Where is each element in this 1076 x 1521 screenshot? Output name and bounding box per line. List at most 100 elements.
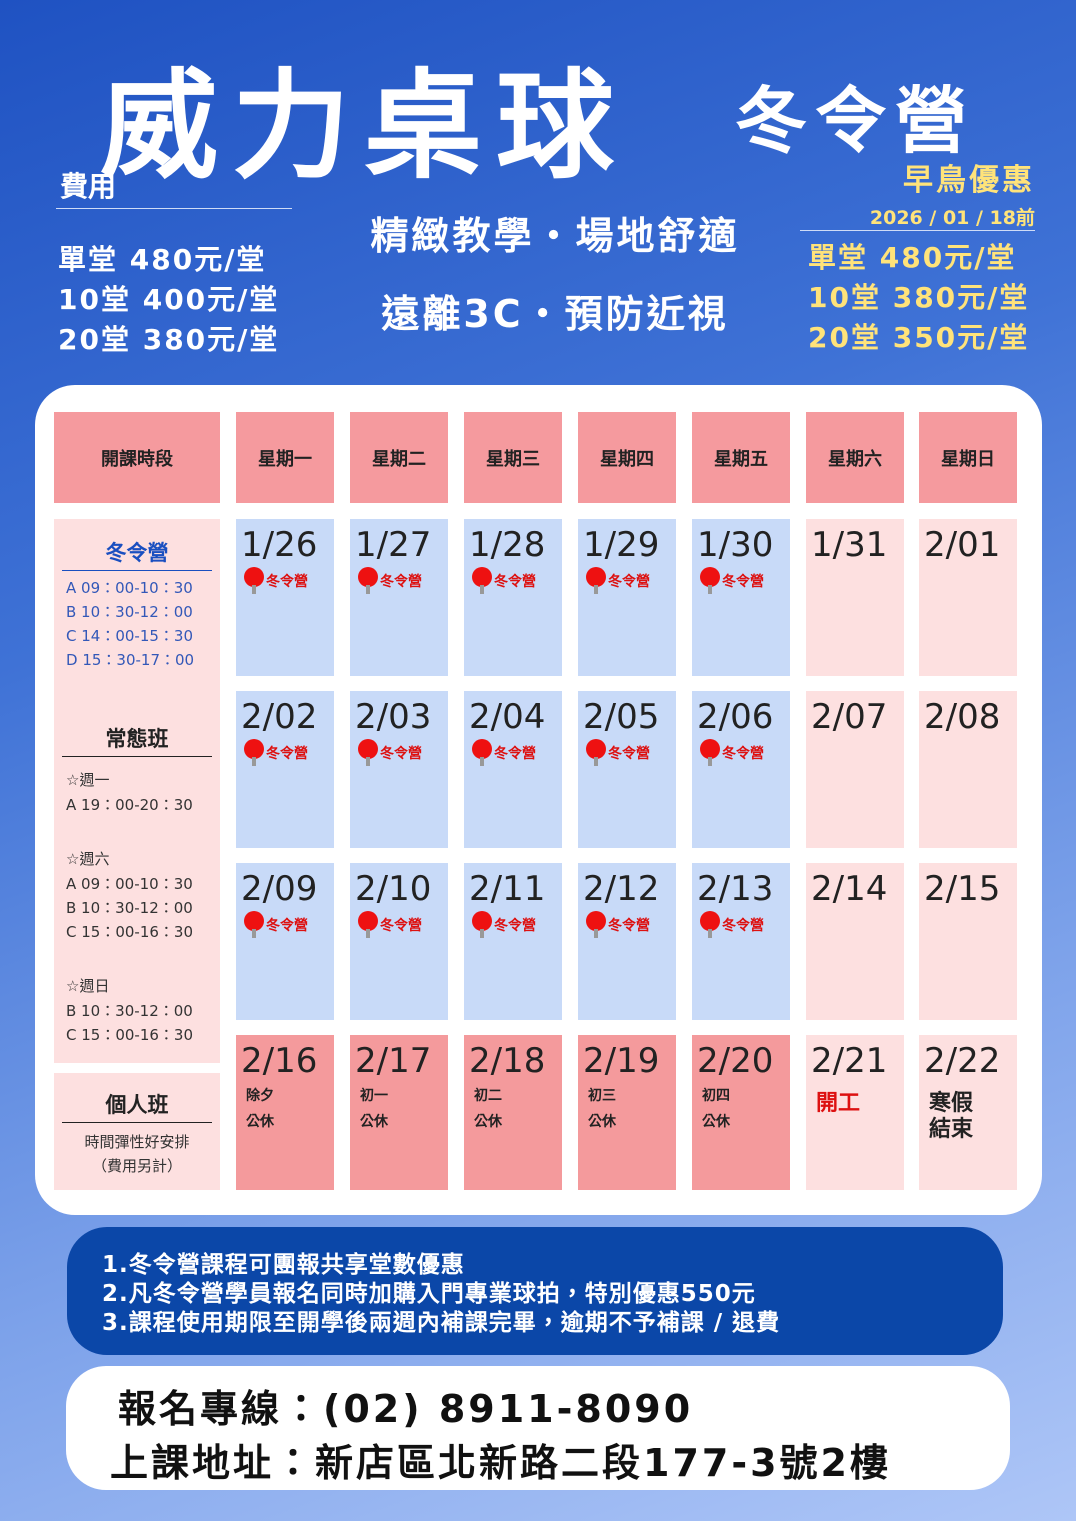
camp-tag: 冬令營 [380, 746, 422, 762]
day-cell: 2/01 [919, 519, 1017, 676]
paddle-handle [708, 585, 712, 594]
date: 1/27 [355, 525, 432, 565]
header-cell: 星期五 [692, 412, 790, 503]
day-cell: 2/15 [919, 863, 1017, 1020]
paddle-icon [472, 911, 492, 931]
day-cell: 2/04 冬令營 [464, 691, 562, 848]
date: 2/17 [355, 1041, 432, 1081]
camp-tag: 冬令營 [380, 574, 422, 590]
header-cell: 開課時段 [54, 412, 220, 503]
section-title: 冬令營 [62, 537, 212, 571]
paddle-icon [472, 567, 492, 587]
paddle-handle [708, 929, 712, 938]
day-cell: 2/22 寒假 結束 [919, 1035, 1017, 1190]
time: C 15：00-16：30 [66, 923, 194, 941]
paddle-handle [708, 757, 712, 766]
date: 2/09 [241, 869, 318, 909]
camp-tag: 冬令營 [608, 574, 650, 590]
date: 1/26 [241, 525, 318, 565]
date: 1/30 [697, 525, 774, 565]
date: 2/21 [811, 1041, 888, 1081]
date: 1/29 [583, 525, 660, 565]
time: A 09：00-10：30 [66, 875, 193, 893]
day-note: 結束 [929, 1117, 974, 1142]
day-note: 除夕 [246, 1088, 274, 1104]
private-box: 個人班 時間彈性好安排 （費用另計） [54, 1073, 220, 1190]
date: 2/11 [469, 869, 546, 909]
time: A 19：00-20：30 [66, 796, 193, 814]
early-deadline: 2026 / 01 / 18前 [869, 207, 1035, 229]
day-note: 公休 [360, 1114, 388, 1130]
camp-tag: 冬令營 [608, 746, 650, 762]
time: B 10：30-12：00 [66, 899, 193, 917]
day-cell: 2/06 冬令營 [692, 691, 790, 848]
day-cell: 2/05 冬令營 [578, 691, 676, 848]
date: 2/14 [811, 869, 888, 909]
header-cell: 星期六 [806, 412, 904, 503]
camp-tag: 冬令營 [266, 574, 308, 590]
title: 威力桌球 [100, 57, 629, 195]
day-note: 初一 [360, 1088, 388, 1104]
camp-tag: 冬令營 [608, 918, 650, 934]
contact-line: 報名專線：(02) 8911-8090 [118, 1387, 694, 1431]
header-cell: 星期四 [578, 412, 676, 503]
private-line: 時間彈性好安排 [84, 1133, 190, 1151]
paddle-handle [480, 757, 484, 766]
date: 2/10 [355, 869, 432, 909]
date: 2/05 [583, 697, 660, 737]
paddle-icon [472, 739, 492, 759]
camp-tag: 冬令營 [494, 746, 536, 762]
date: 2/02 [241, 697, 318, 737]
day-note: 初三 [588, 1088, 616, 1104]
early-item: 單堂 480元/堂 [808, 241, 1017, 274]
paddle-handle [366, 585, 370, 594]
paddle-icon [358, 567, 378, 587]
slogan: 精緻教學・場地舒適 [370, 214, 740, 258]
fee-item: 10堂 400元/堂 [58, 283, 280, 316]
fee-item: 單堂 480元/堂 [58, 243, 267, 276]
time: C 15：00-16：30 [66, 1026, 194, 1044]
paddle-handle [252, 585, 256, 594]
camp-tag: 冬令營 [380, 918, 422, 934]
date: 2/22 [924, 1041, 1001, 1081]
date: 2/16 [241, 1041, 318, 1081]
date: 2/07 [811, 697, 888, 737]
paddle-handle [252, 929, 256, 938]
day-cell: 1/26 冬令營 [236, 519, 334, 676]
day-cell: 1/30 冬令營 [692, 519, 790, 676]
early-title: 早鳥優惠 [903, 163, 1035, 198]
day-cell: 2/03 冬令營 [350, 691, 448, 848]
day-cell: 1/27 冬令營 [350, 519, 448, 676]
day-cell: 2/13 冬令營 [692, 863, 790, 1020]
day-cell: 2/17 初一公休 [350, 1035, 448, 1190]
sidebar-box: 冬令營 A 09：00-10：30 B 10：30-12：00 C 14：00-15：… [54, 519, 220, 1063]
paddle-handle [594, 757, 598, 766]
header-cell: 星期日 [919, 412, 1017, 503]
time: B 10：30-12：00 [66, 603, 193, 621]
camp-tag: 冬令營 [722, 746, 764, 762]
time: D 15：30-17：00 [66, 651, 195, 669]
paddle-handle [594, 585, 598, 594]
header-cell: 星期二 [350, 412, 448, 503]
date: 2/01 [924, 525, 1001, 565]
section-title: 個人班 [62, 1089, 212, 1123]
paddle-icon [586, 739, 606, 759]
day-cell: 1/29 冬令營 [578, 519, 676, 676]
paddle-handle [594, 929, 598, 938]
day-cell: 2/09 冬令營 [236, 863, 334, 1020]
header-cell: 星期三 [464, 412, 562, 503]
camp-tag: 冬令營 [266, 918, 308, 934]
paddle-handle [366, 929, 370, 938]
divider [800, 230, 1035, 231]
time: A 09：00-10：30 [66, 579, 193, 597]
date: 2/04 [469, 697, 546, 737]
day-cell: 2/14 [806, 863, 904, 1020]
date: 1/28 [469, 525, 546, 565]
day-cell: 1/28 冬令營 [464, 519, 562, 676]
paddle-handle [252, 757, 256, 766]
camp-tag: 冬令營 [722, 918, 764, 934]
paddle-icon [700, 739, 720, 759]
day-note: 初二 [474, 1088, 502, 1104]
date: 2/03 [355, 697, 432, 737]
